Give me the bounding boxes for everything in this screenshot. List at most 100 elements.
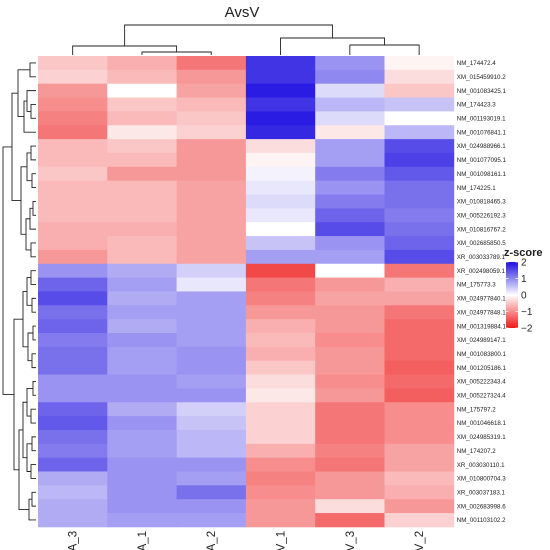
heatmap-cell: [176, 139, 247, 154]
heatmap-cell: [245, 208, 316, 223]
heatmap-cell: [176, 416, 247, 431]
heatmap-cell: [384, 277, 455, 292]
heatmap-cell: [245, 429, 316, 445]
chart-title: AvsV: [225, 4, 260, 21]
column-dendrogram: [72, 24, 420, 55]
heatmap-cell: [384, 263, 455, 278]
heatmap-cell: [38, 194, 108, 209]
row-label: XM_024977848.1: [457, 309, 506, 316]
heatmap-cell: [384, 236, 455, 251]
heatmap-cell: [384, 194, 455, 209]
row-dendrogram-branch: [26, 90, 36, 112]
heatmap-cell: [107, 263, 177, 278]
heatmap-cell: [315, 249, 385, 265]
row-label: NM_174225.1: [457, 185, 496, 192]
heatmap-cell: [176, 402, 247, 417]
heatmap-cell: [384, 139, 455, 154]
heatmap-cell: [245, 346, 316, 362]
row-dendrogram-branch: [23, 100, 36, 133]
heatmap-cell: [176, 443, 247, 459]
heatmap-cell: [315, 374, 385, 389]
row-dendrogram-branch: [31, 173, 36, 189]
column-label: V_3: [345, 531, 357, 550]
heatmap-cell: [107, 319, 177, 334]
heatmap-cell: [38, 388, 108, 403]
column-dendrogram-branch: [141, 51, 212, 55]
heatmap-cell: [107, 97, 177, 112]
heatmap-cell: [107, 222, 177, 237]
heatmap-cell: [107, 429, 177, 445]
heatmap-cell: [107, 485, 177, 500]
heatmap-cell: [315, 305, 385, 320]
heatmap-cell: [384, 457, 455, 472]
heatmap-cell: [315, 180, 385, 195]
heatmap-cell: [245, 513, 316, 528]
row-label: XM_010816767.2: [457, 226, 506, 233]
heatmap-cell: [384, 416, 455, 431]
heatmap-cell: [384, 111, 455, 126]
column-labels: A_3 A_1 A_2 V_1 V_3 V_2: [68, 531, 426, 550]
heatmap-cell: [245, 125, 316, 140]
row-dendrogram-branch: [32, 325, 36, 341]
heatmap-cell: [384, 249, 455, 265]
column-label: A_1: [137, 531, 149, 550]
heatmap-cell: [176, 471, 247, 486]
heatmap-cell: [384, 56, 455, 71]
row-dendrogram-branch: [31, 297, 36, 313]
heatmap-cell: [315, 166, 385, 182]
heatmap-cell: [176, 208, 247, 223]
heatmap-cell: [245, 56, 316, 71]
heatmap-cell: [38, 499, 108, 514]
heatmap-cell: [245, 222, 316, 237]
row-dendrogram-branch: [30, 145, 36, 161]
row-label: XM_010818465.3: [457, 199, 506, 206]
heatmap-cell: [176, 194, 247, 209]
row-dendrogram-branch: [31, 353, 36, 369]
row-dendrogram-branch: [13, 318, 23, 471]
heatmap-cell: [245, 69, 316, 85]
heatmap-cell: [384, 222, 455, 237]
heatmap-cell: [315, 346, 385, 362]
heatmap-cell: [245, 83, 316, 98]
row-label: NM_175797.2: [457, 406, 496, 413]
heatmap-cell: [107, 374, 177, 389]
heatmap-cell: [315, 402, 385, 417]
legend-tick-label: −2: [521, 324, 533, 335]
legend-colorbar: [506, 262, 518, 328]
heatmap-cell: [315, 319, 385, 334]
heatmap-cell: [245, 139, 316, 154]
heatmap-cell: [315, 513, 385, 528]
row-label: XM_024985319.1: [457, 434, 506, 441]
heatmap-cell: [107, 236, 177, 251]
heatmap-cell: [38, 485, 108, 500]
heatmap-cell: [107, 333, 177, 348]
row-label: XR_002498059.1: [457, 268, 506, 275]
row-label: XM_024989147.1: [457, 337, 506, 344]
row-dendrogram-branch: [30, 464, 36, 479]
heatmap-cell: [38, 346, 108, 362]
heatmap-cell: [245, 291, 316, 306]
heatmap-cell: [315, 416, 385, 431]
heatmap-cell: [176, 346, 247, 362]
heatmap-cell: [38, 83, 108, 98]
heatmap-cell: [107, 513, 177, 528]
heatmap-cell: [315, 194, 385, 209]
heatmap-cell: [384, 402, 455, 417]
heatmap-cell: [176, 457, 247, 472]
row-label: NM_001046618.1: [457, 420, 507, 427]
heatmap-cell: [176, 222, 247, 237]
heatmap-cell: [38, 222, 108, 237]
heatmap-cell: [384, 429, 455, 445]
heatmap-cells: [38, 56, 455, 528]
heatmap-cell: [315, 333, 385, 348]
row-label: XM_005226192.3: [457, 212, 506, 219]
heatmap-cell: [245, 485, 316, 500]
row-label: NM_001083800.1: [457, 351, 507, 358]
legend-tick-label: 2: [521, 258, 527, 269]
heatmap-cell: [176, 429, 247, 445]
heatmap-cell: [176, 499, 247, 514]
heatmap-cell: [384, 333, 455, 348]
heatmap-cell: [107, 56, 177, 71]
heatmap-cell: [38, 56, 108, 71]
row-label: NM_001193019.1: [457, 116, 506, 123]
